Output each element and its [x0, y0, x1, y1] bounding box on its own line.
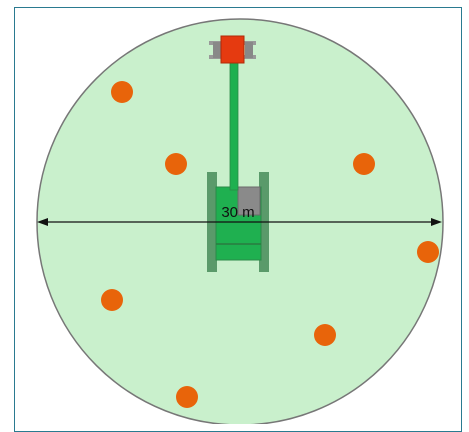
target-dot-icon	[417, 241, 439, 263]
sensor-box	[237, 186, 261, 216]
target-dot-icon	[176, 386, 198, 408]
target-dot-icon	[165, 153, 187, 175]
scanner-head-icon	[209, 35, 256, 64]
target-dot-icon	[314, 324, 336, 346]
head-block-right	[245, 42, 253, 58]
robot-mast	[229, 59, 239, 191]
targets	[101, 81, 439, 408]
head-core	[220, 35, 245, 64]
range-label: 30 m	[221, 204, 254, 221]
arrowhead-right	[431, 218, 442, 226]
target-dot-icon	[353, 153, 375, 175]
target-dot-icon	[101, 289, 123, 311]
head-block-left	[213, 42, 221, 58]
target-dot-icon	[111, 81, 133, 103]
arrowhead-left	[37, 218, 48, 226]
range-dimension: 30 m	[37, 204, 442, 226]
